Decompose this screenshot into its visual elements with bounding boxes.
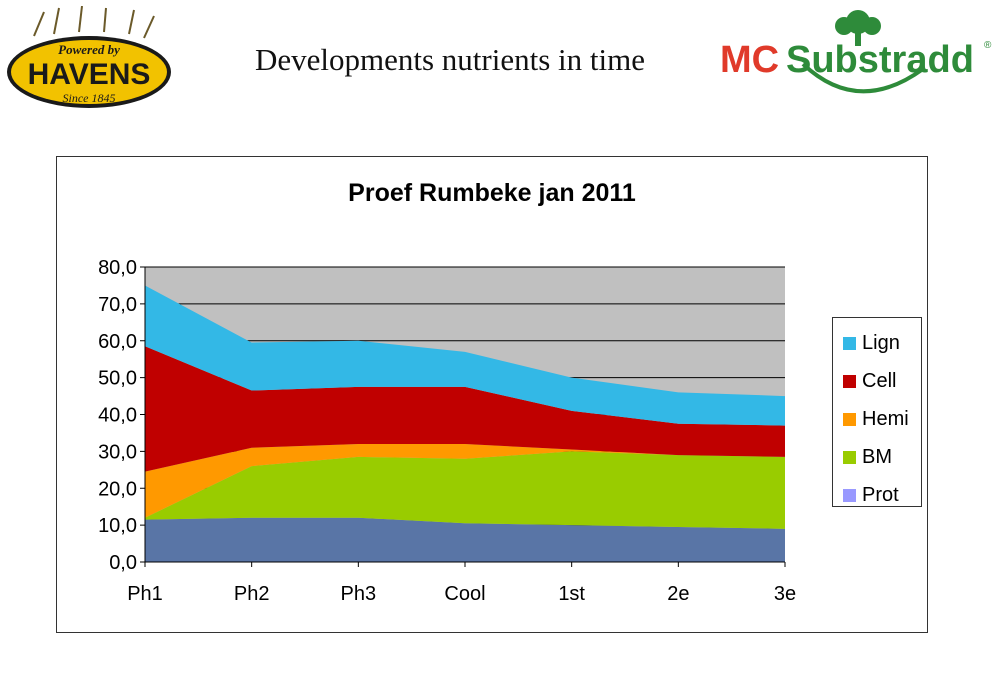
x-tick-label: Ph2 bbox=[234, 583, 270, 605]
y-tick-label: 40,0 bbox=[98, 405, 137, 427]
series-area-lign bbox=[145, 285, 785, 426]
legend-swatch bbox=[843, 488, 856, 502]
series-area-bm bbox=[145, 451, 785, 529]
logo-arc bbox=[801, 62, 925, 94]
logo-havens: HAVENS bbox=[28, 58, 151, 91]
legend-item-hemi: Hemi bbox=[843, 400, 921, 438]
x-tick-label: 1st bbox=[558, 583, 585, 605]
legend-item-lign: Lign bbox=[843, 324, 921, 362]
legend-item-bm: BM bbox=[843, 438, 921, 476]
slide-title: Developments nutrients in time bbox=[254, 42, 645, 77]
y-tick-label: 20,0 bbox=[98, 478, 137, 500]
tree-icon bbox=[835, 10, 881, 46]
legend-swatch bbox=[843, 374, 856, 388]
legend-swatch bbox=[843, 450, 856, 464]
havens-logo: Powered by HAVENS Since 1845 bbox=[7, 6, 171, 108]
legend-label: Lign bbox=[862, 331, 900, 354]
series-area-prot bbox=[145, 517, 785, 562]
legend-label: Prot bbox=[862, 483, 899, 506]
y-tick-label: 60,0 bbox=[98, 331, 137, 353]
y-tick-label: 50,0 bbox=[98, 368, 137, 390]
legend-label: BM bbox=[862, 445, 892, 468]
logo-since: Since 1845 bbox=[63, 91, 116, 105]
x-tick-label: Cool bbox=[444, 583, 485, 605]
y-tick-label: 30,0 bbox=[98, 441, 137, 463]
chart-legend: Lign Cell Hemi BM Prot bbox=[832, 317, 922, 507]
x-tick-label: Ph1 bbox=[127, 583, 163, 605]
logo-substradd-text: Substradd bbox=[786, 39, 974, 81]
legend-label: Cell bbox=[862, 369, 897, 392]
logo-mc-text: MC bbox=[720, 39, 779, 81]
chart-frame: Proef Rumbeke jan 2011 0,0 10,0 20,0 30,0 40… bbox=[56, 156, 928, 633]
legend-item-prot: Prot bbox=[843, 476, 921, 514]
wheat-icon bbox=[33, 6, 155, 39]
x-tick-label: 2e bbox=[667, 583, 689, 605]
legend-item-cell: Cell bbox=[843, 362, 921, 400]
y-tick-label: 0,0 bbox=[109, 552, 137, 574]
legend-label: Hemi bbox=[862, 407, 909, 430]
y-tick-label: 70,0 bbox=[98, 294, 137, 316]
mc-substradd-logo: MC Substradd ® bbox=[720, 10, 992, 94]
x-tick-label: Ph3 bbox=[341, 583, 377, 605]
chart-title: Proef Rumbeke jan 2011 bbox=[348, 179, 636, 207]
area-chart: 0,0 10,0 20,0 30,0 40,0 50,0 60,0 70,0 80,0 Ph1 Ph… bbox=[98, 257, 796, 605]
logo-powered-by: Powered by bbox=[58, 42, 120, 57]
x-tick-label: 3e bbox=[774, 583, 796, 605]
y-tick-label: 10,0 bbox=[98, 515, 137, 537]
logo-registered-mark: ® bbox=[984, 40, 992, 51]
y-tick-label: 80,0 bbox=[98, 257, 137, 279]
legend-swatch bbox=[843, 412, 856, 426]
series-area-cell bbox=[145, 346, 785, 472]
legend-swatch bbox=[843, 336, 856, 350]
series-area-hemi bbox=[145, 444, 785, 518]
